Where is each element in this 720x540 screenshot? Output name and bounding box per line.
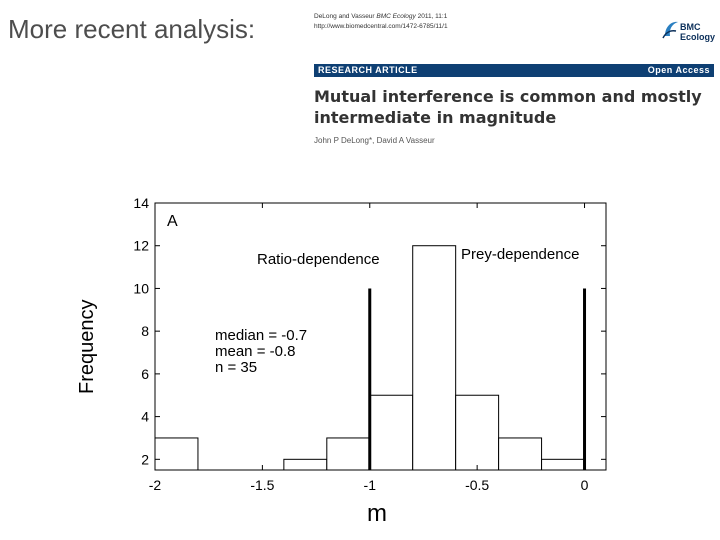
paper-title: Mutual interference is common and mostly…	[314, 87, 702, 127]
bmc-ecology-logo: BMC Ecology	[662, 14, 716, 54]
paper-header-image: DeLong and Vasseur BMC Ecology 2011, 11:…	[314, 12, 716, 148]
open-access-label: Open Access	[647, 65, 710, 75]
stats-line-0: median = -0.7	[215, 327, 307, 344]
histogram-bar-6	[412, 245, 457, 471]
x-tick-label-1: -1.5	[250, 477, 274, 493]
ratio-dependence-label: Ratio-dependence	[257, 251, 380, 268]
article-type-bar: RESEARCH ARTICLE Open Access	[314, 64, 714, 77]
histogram-bar-5	[369, 394, 414, 471]
histogram-bar-9	[541, 458, 586, 471]
histogram-bar-7	[455, 394, 500, 471]
y-tick-label-3: 8	[141, 323, 149, 339]
histogram-bar-0	[154, 437, 199, 471]
y-axis-label: Frequency	[76, 299, 98, 395]
stats-line-1: mean = -0.8	[215, 343, 295, 360]
y-tick-label-1: 4	[141, 409, 149, 425]
x-tick-label-2: -1	[364, 477, 377, 493]
y-tick-label-0: 2	[141, 451, 149, 467]
citation-url: http://www.biomedcentral.com/1472-6785/1…	[314, 23, 448, 30]
histogram-bar-8	[498, 437, 543, 471]
x-tick-label-0: -2	[149, 477, 162, 493]
slide-title: More recent analysis:	[8, 14, 256, 44]
logo-line1: BMC	[680, 22, 701, 32]
y-tick-label-2: 6	[141, 366, 149, 382]
stats-line-2: n = 35	[215, 359, 257, 376]
article-type: RESEARCH ARTICLE	[318, 65, 418, 75]
bmc-swoosh-icon	[662, 21, 678, 39]
x-tick-label-3: -0.5	[465, 477, 489, 493]
x-axis-label: m	[367, 500, 387, 527]
citation-authors: DeLong and Vasseur	[314, 13, 377, 20]
paper-citation: DeLong and Vasseur BMC Ecology 2011, 11:…	[314, 12, 448, 32]
histogram-bar-4	[326, 437, 371, 471]
plot-frame	[154, 202, 607, 471]
x-tick-label-4: 0	[581, 477, 589, 493]
logo-line2: Ecology	[680, 32, 716, 42]
citation-year: 2011, 11:1	[415, 13, 448, 20]
paper-authors: John P DeLong*, David A Vasseur	[314, 136, 435, 145]
y-tick-label-4: 10	[133, 280, 149, 296]
histogram-bar-3	[283, 458, 328, 471]
panel-label: A	[167, 213, 178, 230]
y-tick-label-6: 14	[133, 195, 149, 211]
y-tick-label-5: 12	[133, 238, 149, 254]
citation-journal: BMC Ecology	[376, 13, 416, 20]
prey-dependence-label: Prey-dependence	[461, 246, 579, 263]
